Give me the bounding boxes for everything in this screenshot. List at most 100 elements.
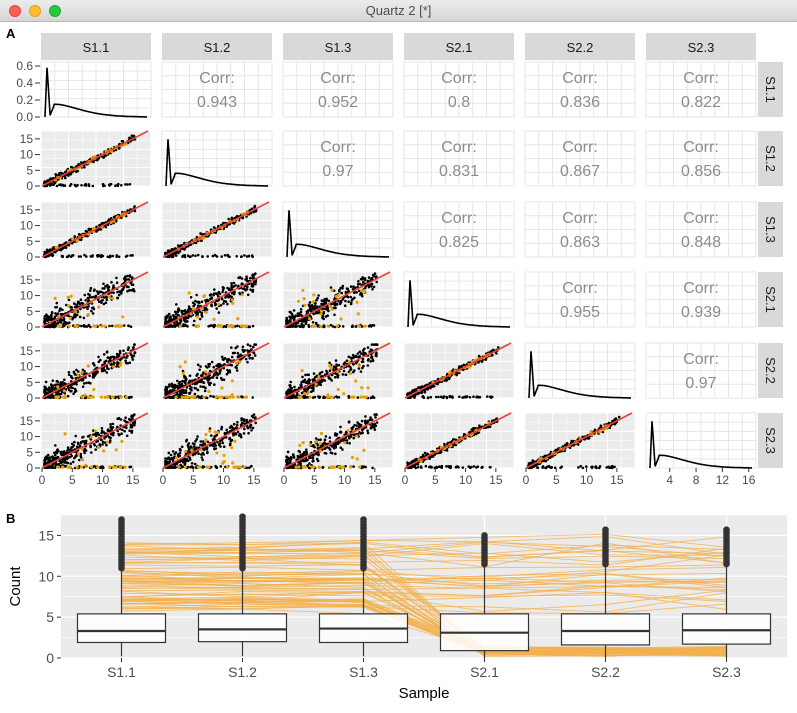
scatter-point xyxy=(360,294,364,298)
scatter-point xyxy=(50,315,53,319)
corr-label: Corr: xyxy=(199,70,235,87)
scatter-point xyxy=(334,359,338,362)
scatter-point xyxy=(321,307,325,311)
corr-value: 0.939 xyxy=(681,304,721,321)
corr-label: Corr: xyxy=(683,280,719,297)
highlight-point xyxy=(96,445,101,449)
highlight-point xyxy=(111,465,115,469)
scatter-point xyxy=(375,275,378,278)
highlight-point xyxy=(183,360,187,364)
scatter-point xyxy=(333,376,337,379)
scatter-point xyxy=(437,395,440,399)
scatter-point xyxy=(350,298,354,302)
scatter-point xyxy=(106,283,109,287)
scatter-point xyxy=(230,217,234,221)
scatter-point xyxy=(458,395,461,399)
close-button[interactable] xyxy=(9,5,21,17)
scatter-point xyxy=(341,284,345,288)
scatter-point xyxy=(251,324,255,328)
highlight-point xyxy=(231,395,235,399)
scatter-point xyxy=(59,312,63,316)
scatter-point xyxy=(66,448,70,451)
scatter-point xyxy=(224,291,228,294)
scatter-point xyxy=(122,285,126,289)
highlight-point xyxy=(244,324,248,328)
highlight-point xyxy=(80,395,84,399)
scatter-point xyxy=(132,346,135,349)
highlight-point xyxy=(195,315,199,319)
scatter-point xyxy=(91,306,95,309)
scatter-point xyxy=(117,293,121,297)
highlight-point xyxy=(301,288,305,292)
scatter-point xyxy=(117,417,121,421)
row-strip-label: S1.3 xyxy=(763,216,778,243)
highlight-point xyxy=(308,395,312,399)
scatter-point xyxy=(67,174,70,177)
corr-value: 0.943 xyxy=(197,94,237,111)
scatter-point xyxy=(77,458,81,462)
scatter-point xyxy=(79,161,83,164)
scatter-point xyxy=(56,321,60,325)
scatter-point xyxy=(111,254,115,258)
scatter-point xyxy=(230,282,233,285)
scatter-point xyxy=(209,293,213,296)
highlight-point xyxy=(106,395,110,399)
zoom-button[interactable] xyxy=(49,5,61,17)
scatter-point xyxy=(413,396,416,399)
scatter-point xyxy=(45,248,49,252)
scatter-point xyxy=(112,291,115,295)
scatter-point xyxy=(67,373,71,377)
scatter-point xyxy=(52,317,56,321)
scatter-point xyxy=(341,286,344,290)
scatter-point xyxy=(130,429,134,433)
scatter-point xyxy=(109,436,112,440)
scatter-point xyxy=(97,253,100,257)
highlight-point xyxy=(319,312,323,316)
highlight-point xyxy=(89,465,94,469)
scatter-point xyxy=(109,439,112,442)
scatter-point xyxy=(361,366,364,370)
scatter-point xyxy=(133,423,136,427)
scatter-point xyxy=(176,310,180,314)
scatter-point xyxy=(80,301,84,305)
scatter-point xyxy=(55,301,59,305)
scatter-point xyxy=(128,183,132,186)
scatter-point xyxy=(199,239,203,242)
scatter-point xyxy=(251,288,255,292)
scatter-point xyxy=(110,324,114,328)
scatter-point xyxy=(213,226,216,230)
scatter-point xyxy=(49,459,53,463)
highlight-point xyxy=(97,305,101,309)
scatter-point xyxy=(251,277,254,280)
row-strip xyxy=(758,272,783,327)
scatter-point xyxy=(250,348,253,351)
scatter-point xyxy=(426,396,430,400)
highlight-point xyxy=(76,452,81,456)
scatter-point xyxy=(326,314,330,318)
scatter-point xyxy=(366,364,370,367)
highlight-point xyxy=(330,288,334,292)
scatter-point xyxy=(86,296,90,300)
scatter-point xyxy=(207,365,211,368)
highlight-point xyxy=(352,395,356,399)
scatter-point xyxy=(356,396,360,399)
scatter-point xyxy=(320,299,324,302)
highlight-point xyxy=(326,324,330,328)
scatter-point xyxy=(79,298,83,302)
scatter-point xyxy=(70,389,73,393)
scatter-point xyxy=(164,321,167,325)
scatter-point xyxy=(122,324,126,327)
scatter-point xyxy=(197,395,201,399)
highlight-point xyxy=(320,309,324,313)
corr-value: 0.955 xyxy=(560,304,600,321)
highlight-point xyxy=(120,439,124,444)
scatter-point xyxy=(50,313,53,317)
scatter-point xyxy=(460,364,464,368)
scatter-point xyxy=(317,294,320,297)
scatter-point xyxy=(84,299,87,302)
scatter-point xyxy=(308,301,312,304)
scatter-point xyxy=(174,324,177,328)
scatter-point xyxy=(311,307,314,310)
corr-value: 0.867 xyxy=(560,163,600,180)
minimize-button[interactable] xyxy=(29,5,41,17)
